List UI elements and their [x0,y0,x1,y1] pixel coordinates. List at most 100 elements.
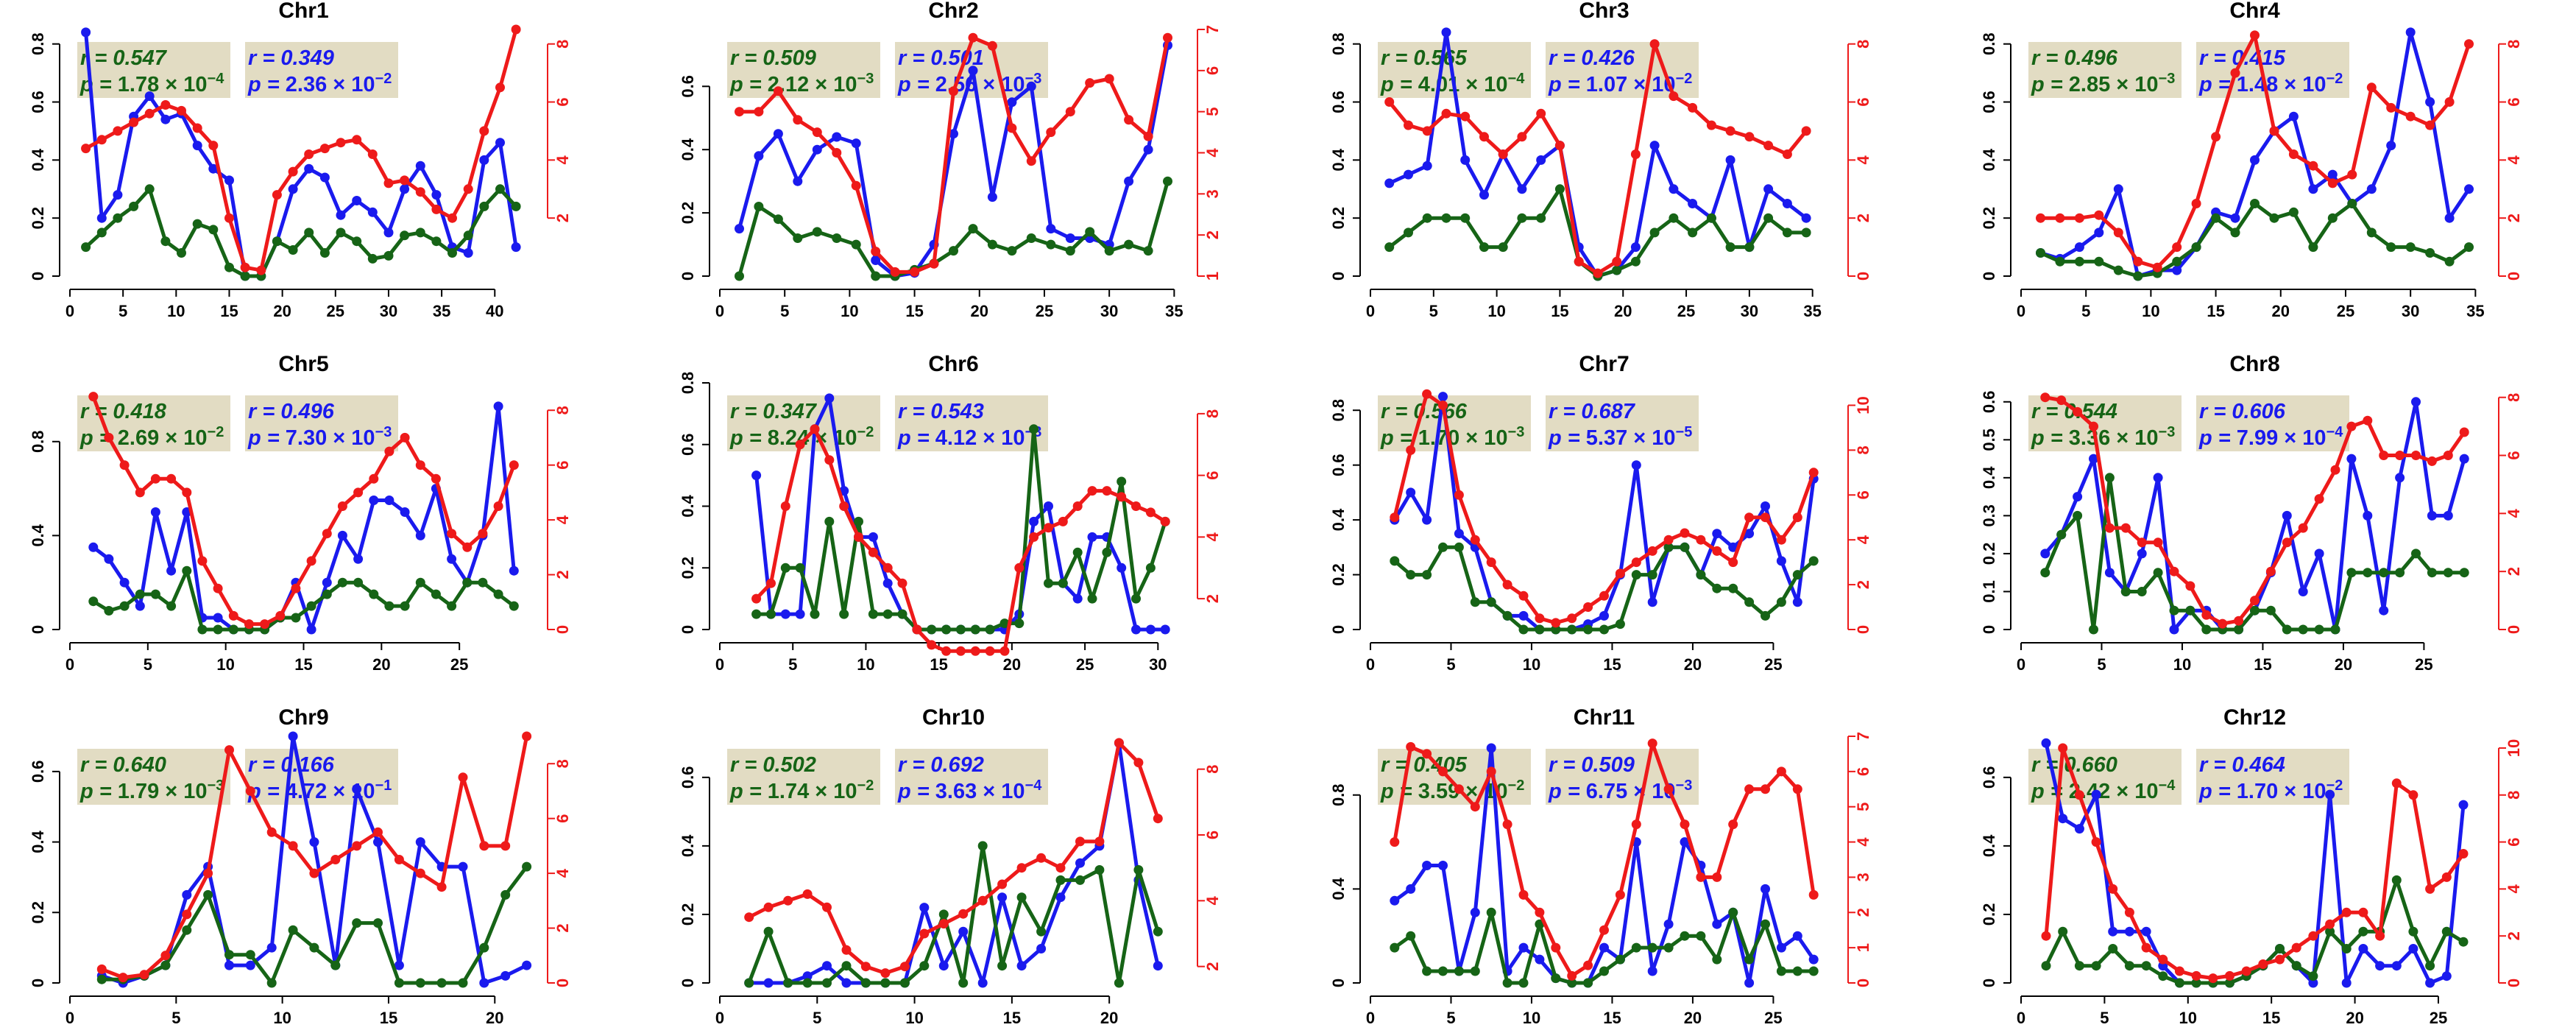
data-point-blue [1406,487,1416,498]
data-point-blue [208,163,219,174]
data-point-green [1454,966,1464,976]
data-point-blue [383,228,394,238]
data-point-red [1615,889,1625,900]
data-point-green [1055,875,1066,885]
data-point-red [1406,741,1416,752]
data-point-green [1669,213,1679,223]
data-point-red [1390,837,1400,847]
data-point-green [352,236,362,247]
data-point-green [1470,966,1480,976]
data-point-red [919,928,930,939]
data-point-blue [415,530,425,540]
stat-r-blue: r = 0.692 [898,753,984,777]
data-point-green [104,606,114,616]
data-point-red [160,951,171,961]
data-point-blue [2308,978,2318,988]
data-point-red [113,126,123,136]
data-point-green [479,201,489,211]
data-point-blue [2314,549,2324,559]
data-point-blue [2041,738,2051,748]
data-point-green [2405,242,2416,253]
data-point-red [2269,126,2279,136]
data-point-blue [2250,155,2260,165]
data-point-red [2124,907,2134,917]
data-point-red [2425,884,2435,894]
data-point-red [447,213,457,223]
y2-tick-label: 6 [1854,97,1872,106]
stat-box-blue [245,395,398,451]
data-point-red [1615,568,1625,579]
data-point-blue [1725,155,1735,165]
x-tick-label: 35 [2466,302,2484,320]
data-point-blue [400,507,410,517]
data-point-blue [2425,97,2435,107]
data-point-red [1776,535,1786,545]
data-point-blue [868,532,878,542]
data-point-green [839,609,849,619]
data-point-green [793,233,803,243]
data-point-red [1808,468,1819,478]
data-point-red [1055,863,1066,873]
data-point-green [266,978,277,988]
data-point-blue [266,942,277,953]
data-point-red [306,556,316,566]
data-point-green [1117,476,1127,487]
x-tick-label: 20 [1100,1009,1118,1027]
x-tick-label: 0 [66,1009,74,1027]
data-point-green [970,624,980,635]
data-point-red [1792,512,1802,523]
data-point-red [766,578,776,588]
data-point-green [1808,966,1819,976]
x-tick-label: 30 [1741,302,1758,320]
stat-p-green: p = 3.36 × 10−3 [2031,424,2175,450]
x-tick-label: 40 [486,302,503,320]
data-point-green [1014,618,1025,629]
data-point-green [509,601,519,611]
data-point-red [288,841,298,851]
x-tick-label: 30 [380,302,397,320]
data-point-green [1470,597,1480,607]
data-point-red [1574,256,1584,267]
x-tick-label: 5 [788,655,797,674]
x-tick-label: 20 [2335,655,2352,674]
y-tick-label: 0.6 [1980,91,1998,113]
data-point-red [1776,766,1786,777]
data-point-red [1104,74,1114,84]
data-point-red [2363,415,2373,426]
data-point-green [192,219,202,229]
data-point-blue [373,837,383,847]
data-point-green [2427,568,2437,578]
x-tick-label: 10 [167,302,185,320]
data-point-green [2308,242,2318,253]
y2-tick-label: 8 [1203,765,1222,774]
data-point-green [2234,624,2244,635]
data-point-red [1438,401,1448,410]
x-tick-label: 30 [2402,302,2419,320]
data-point-blue [832,132,842,142]
data-point-red [2291,942,2301,953]
data-point-red [1554,141,1565,151]
x-tick-label: 10 [2179,1009,2197,1027]
y2-tick-label: 0 [2505,979,2523,987]
data-point-green [197,624,208,635]
data-point-blue [288,731,298,741]
data-point-red [1058,516,1068,526]
data-point-red [1007,123,1017,133]
data-point-green [447,601,457,611]
stat-p-green: p = 1.78 × 10−4 [79,71,224,96]
stat-p-exponent: −2 [375,71,392,87]
data-point-red [1094,836,1105,847]
data-point-red [1014,563,1025,573]
data-point-green [2325,926,2335,937]
data-point-red [1593,268,1603,278]
data-point-red [1744,132,1755,142]
data-point-red [2444,97,2455,107]
data-point-green [1536,213,1546,223]
data-point-green [1776,597,1786,607]
data-point-green [977,841,988,851]
x-tick-label: 5 [118,302,127,320]
data-point-green [1615,619,1625,630]
x-tick-label: 0 [2017,655,2025,674]
y2-tick-label: 6 [553,461,572,470]
stat-p-mantissa: 2.85 × 10 [2069,73,2159,96]
